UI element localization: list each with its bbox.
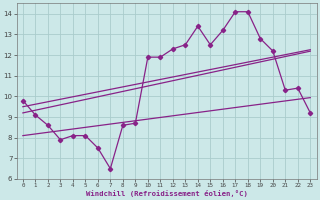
X-axis label: Windchill (Refroidissement éolien,°C): Windchill (Refroidissement éolien,°C) [86,190,248,197]
